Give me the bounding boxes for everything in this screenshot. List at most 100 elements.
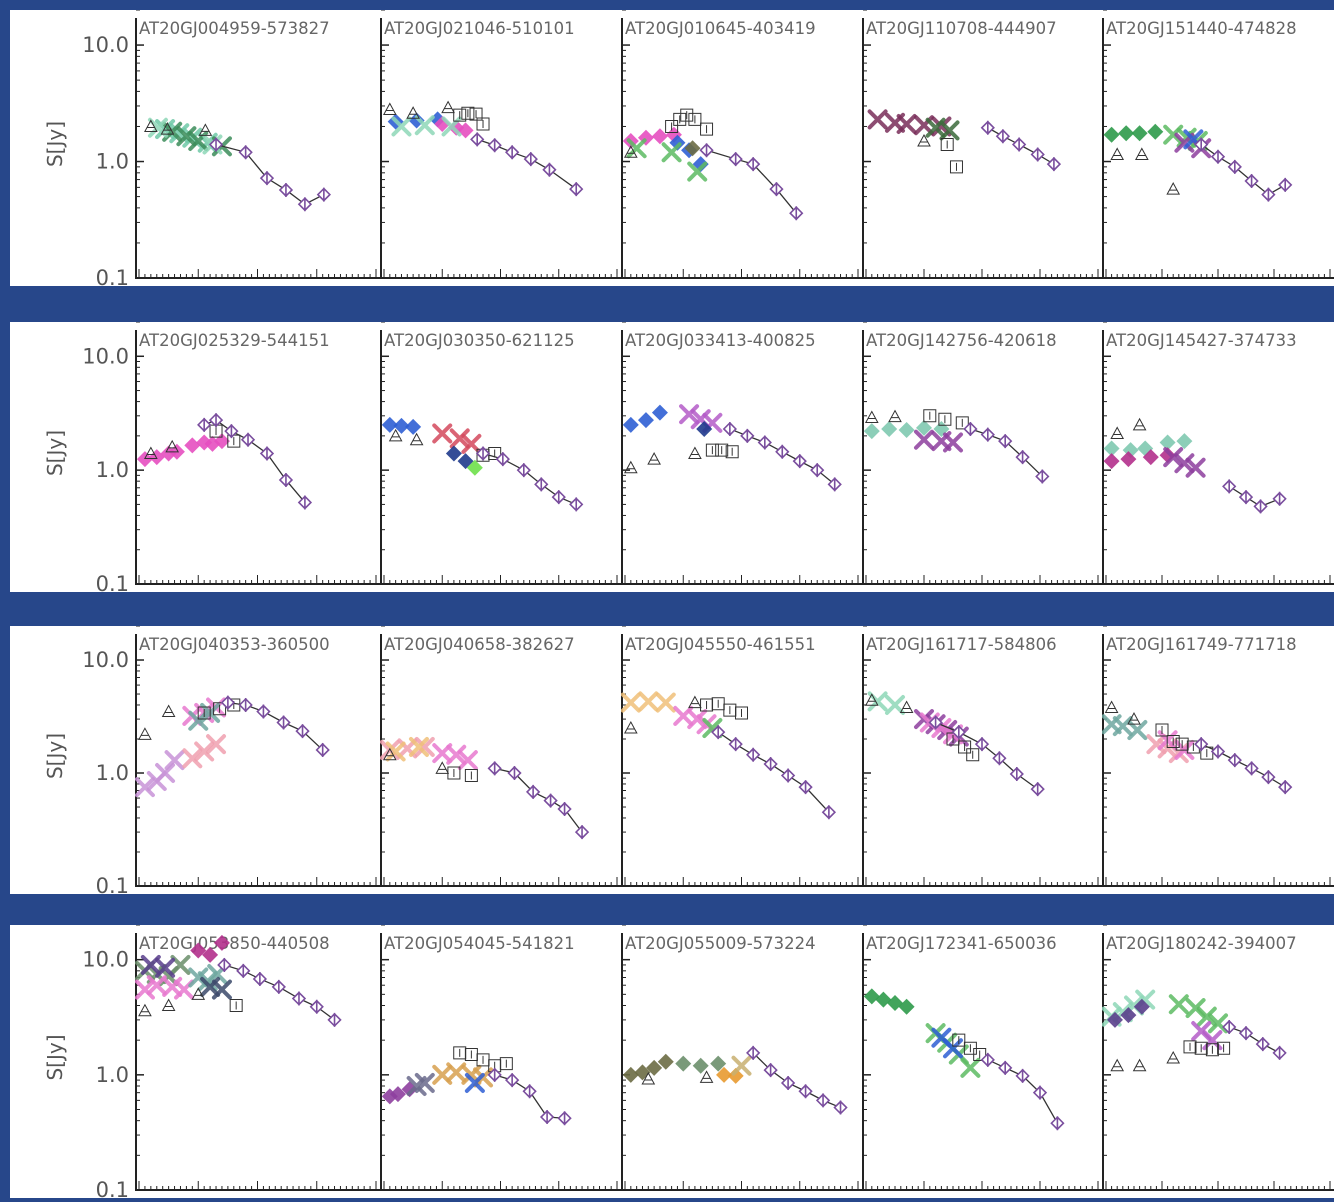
model-point bbox=[740, 428, 755, 443]
data-point-cross bbox=[155, 763, 176, 784]
chart-panel: AT20GJ040353-360500 bbox=[134, 625, 380, 894]
chart-panel: AT20GJ110708-444907 bbox=[862, 9, 1102, 286]
model-point bbox=[505, 1072, 520, 1088]
archive-square bbox=[715, 443, 729, 457]
archive-square bbox=[949, 160, 963, 174]
model-point bbox=[1261, 769, 1276, 785]
y-tick-label: 1.0 bbox=[96, 1063, 129, 1087]
archive-triangle bbox=[138, 727, 152, 740]
archive-square bbox=[966, 748, 980, 762]
archive-square bbox=[476, 117, 490, 131]
archive-triangle bbox=[160, 122, 175, 135]
y-tick-label: 1.0 bbox=[96, 458, 129, 482]
data-point-cross bbox=[655, 692, 676, 713]
data-point-diamond bbox=[196, 434, 213, 451]
archive-triangle bbox=[144, 446, 158, 459]
data-point-cross bbox=[134, 979, 155, 1000]
panel-svg: AT20GJ045550-461551 bbox=[620, 625, 862, 887]
archive-square bbox=[1183, 1040, 1197, 1054]
archive-square bbox=[469, 107, 483, 121]
model-point bbox=[963, 421, 978, 437]
data-point-diamond bbox=[184, 437, 201, 454]
y-tick-label: 0.1 bbox=[96, 874, 129, 894]
data-point-diamond bbox=[213, 433, 230, 450]
model-point bbox=[1244, 761, 1259, 776]
data-point-diamond bbox=[657, 1053, 674, 1070]
model-point bbox=[995, 129, 1011, 144]
chart-panel: AT20GJ172341-650036 bbox=[862, 924, 1102, 1198]
model-point bbox=[534, 477, 549, 492]
data-point-diamond bbox=[148, 449, 165, 466]
data-point-diamond bbox=[393, 417, 410, 434]
y-axis-label: S[Jy] bbox=[43, 1034, 67, 1080]
data-point-diamond bbox=[622, 416, 639, 433]
archive-square bbox=[700, 122, 714, 136]
panel-svg: AT20GJ110708-444907 bbox=[862, 9, 1102, 279]
axes-frame bbox=[1102, 933, 1334, 1191]
data-point-diamond bbox=[881, 420, 898, 437]
data-point-diamond bbox=[669, 134, 686, 151]
y-tick-label: 10.0 bbox=[82, 344, 129, 368]
model-point bbox=[208, 137, 224, 152]
data-point-cross bbox=[379, 739, 400, 760]
data-point-cross bbox=[170, 954, 191, 975]
model-point bbox=[775, 444, 790, 459]
data-point-diamond bbox=[1176, 433, 1193, 450]
model-point bbox=[1009, 766, 1024, 782]
model-line bbox=[1228, 1026, 1280, 1054]
archive-square bbox=[1155, 723, 1169, 737]
panel-svg: AT20GJ055009-573224 bbox=[621, 924, 862, 1191]
archive-square bbox=[963, 1041, 977, 1055]
chart-panel: AT20GJ142756-420618 bbox=[862, 321, 1102, 592]
archive-square bbox=[923, 409, 937, 423]
panel-title: AT20GJ161717-584806 bbox=[866, 635, 1057, 654]
panel-svg: AT20GJ040658-382627 bbox=[379, 625, 621, 887]
model-point bbox=[1011, 137, 1027, 152]
model-point bbox=[821, 805, 837, 820]
axes-frame bbox=[862, 18, 1102, 279]
archive-triangle bbox=[1110, 147, 1125, 160]
model-point bbox=[728, 151, 743, 167]
model-point bbox=[1227, 159, 1242, 174]
chart-panel: AT20GJ053850-440508 bbox=[134, 924, 380, 1198]
data-point-diamond bbox=[1118, 125, 1135, 142]
chart-panel: AT20GJ180242-394007 bbox=[1101, 924, 1334, 1198]
panel-title: AT20GJ145427-374733 bbox=[1106, 331, 1297, 350]
model-point bbox=[1261, 187, 1276, 202]
chart-panel: AT20GJ151440-474828 bbox=[1102, 9, 1334, 286]
archive-triangle bbox=[864, 410, 879, 423]
archive-square bbox=[227, 434, 241, 448]
model-point bbox=[557, 801, 572, 817]
chart-panel: AT20GJ040658-382627 bbox=[379, 625, 621, 894]
model-point bbox=[1210, 744, 1226, 759]
archive-triangle bbox=[382, 747, 397, 761]
model-point bbox=[699, 143, 714, 158]
data-point-cross bbox=[146, 975, 167, 996]
model-point bbox=[1030, 781, 1045, 797]
panel-svg: AT20GJ161717-584806 bbox=[862, 625, 1102, 887]
model-point bbox=[259, 446, 275, 461]
archive-square bbox=[476, 1053, 490, 1067]
panel-title: AT20GJ021046-510101 bbox=[384, 19, 575, 38]
model-line bbox=[227, 701, 324, 751]
data-point-diamond bbox=[716, 1066, 733, 1083]
panel-svg: AT20GJ172341-650036 bbox=[862, 924, 1102, 1191]
model-point bbox=[487, 138, 502, 153]
data-point-cross bbox=[446, 744, 467, 765]
axes-frame bbox=[135, 18, 380, 279]
model-point bbox=[1030, 147, 1045, 162]
axes-frame bbox=[621, 330, 862, 585]
data-point-diamond bbox=[727, 1067, 744, 1084]
model-point bbox=[1278, 177, 1293, 193]
archive-triangle bbox=[435, 761, 450, 774]
model-point bbox=[711, 725, 726, 740]
data-point-diamond bbox=[1103, 440, 1120, 457]
archive-square bbox=[197, 706, 211, 720]
panel-svg: AT20GJ025329-544151 bbox=[135, 321, 380, 585]
data-point-diamond bbox=[651, 404, 668, 421]
model-point bbox=[1046, 156, 1062, 172]
model-point bbox=[815, 1093, 831, 1108]
panel-title: AT20GJ040353-360500 bbox=[139, 635, 330, 654]
archive-square bbox=[461, 106, 475, 120]
model-point bbox=[1253, 499, 1268, 514]
